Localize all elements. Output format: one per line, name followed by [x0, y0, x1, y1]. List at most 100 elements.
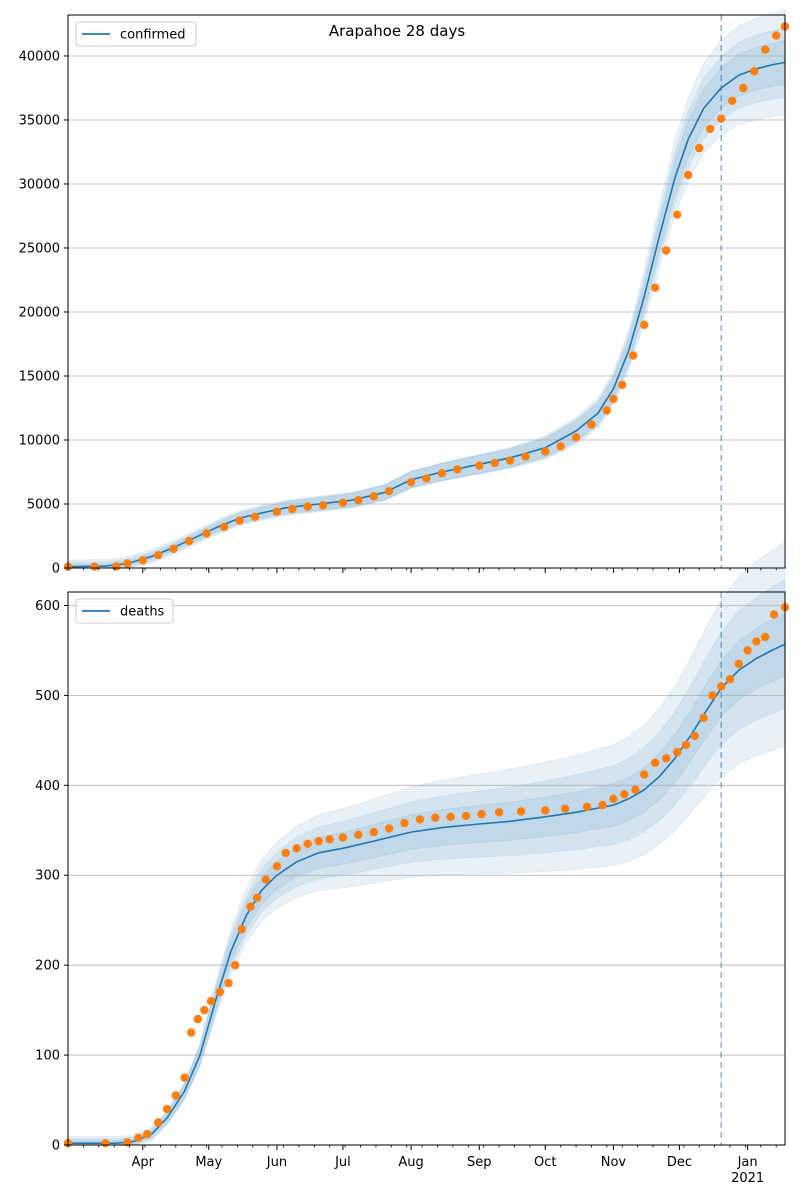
- observed-point: [252, 893, 262, 902]
- confirmed-panel: 0 5000 10000 15000 20000 25000 30000 35000 40000…: [19, 8, 790, 577]
- observed-point: [699, 713, 708, 723]
- x-tick-label: Jun: [266, 1155, 287, 1170]
- observed-point: [725, 675, 735, 684]
- observed-point: [695, 143, 704, 153]
- observed-point: [400, 818, 409, 828]
- observed-point: [369, 827, 378, 837]
- observed-point: [772, 31, 781, 40]
- confirmed-legend-box: [75, 21, 197, 47]
- deaths-plot-frame: [67, 591, 786, 1146]
- observed-point: [461, 811, 471, 821]
- observed-point: [384, 824, 394, 833]
- observed-point: [717, 114, 726, 123]
- confirmed-x-ticks: [67, 568, 777, 573]
- observed-point: [288, 504, 297, 514]
- confirmed-plot-frame: [67, 14, 786, 569]
- observed-point: [541, 447, 550, 456]
- x-tick-label: Nov: [601, 1155, 627, 1170]
- observed-point: [143, 1130, 152, 1139]
- observed-point: [354, 496, 363, 505]
- observed-point: [237, 925, 246, 934]
- observed-point: [708, 691, 717, 700]
- observed-point: [560, 804, 570, 813]
- y-tick-label: 100: [35, 1049, 60, 1064]
- x-tick-label: Jan: [737, 1155, 758, 1170]
- observed-point: [123, 559, 132, 568]
- confirmed-y-ticks: 0 5000 10000 15000 20000 25000 30000 35000 40000: [19, 49, 68, 577]
- observed-point: [684, 170, 693, 180]
- observed-point: [303, 502, 312, 511]
- y-tick-label: 35000: [19, 113, 60, 128]
- observed-point: [171, 1091, 180, 1100]
- observed-point: [541, 806, 550, 815]
- deaths-observed-points: [63, 603, 790, 1148]
- observed-point: [154, 1118, 163, 1127]
- observed-point: [728, 96, 737, 106]
- observed-point: [516, 807, 526, 816]
- observed-point: [422, 474, 431, 483]
- observed-point: [494, 808, 504, 817]
- observed-point: [112, 562, 121, 571]
- observed-point: [673, 210, 682, 219]
- observed-point: [272, 862, 282, 871]
- observed-point: [384, 487, 394, 496]
- chart-title: Arapahoe 28 days: [329, 22, 465, 40]
- observed-point: [620, 790, 629, 799]
- y-tick-label: 400: [35, 779, 60, 794]
- y-tick-label: 20000: [19, 305, 60, 320]
- observed-point: [202, 529, 211, 538]
- x-tick-label: May: [195, 1155, 222, 1170]
- confirmed-legend: confirmed: [75, 21, 197, 47]
- observed-point: [609, 794, 618, 803]
- deaths-legend-label: deaths: [120, 605, 165, 620]
- y-tick-label: 300: [35, 869, 60, 884]
- y-tick-label: 25000: [19, 241, 60, 256]
- observed-point: [662, 754, 671, 763]
- deaths-panel: 0 100 200 300 400 500 600 Apr May Jun Jul Aug Sep Oc…: [35, 540, 790, 1186]
- observed-point: [505, 456, 515, 465]
- observed-point: [90, 562, 99, 571]
- y-tick-label: 0: [52, 562, 60, 577]
- observed-point: [180, 1073, 189, 1082]
- observed-point: [415, 815, 425, 824]
- observed-point: [206, 996, 216, 1006]
- observed-point: [231, 961, 240, 970]
- observed-point: [187, 1028, 196, 1037]
- observed-point: [272, 507, 282, 516]
- observed-point: [184, 536, 194, 546]
- observed-point: [200, 1005, 209, 1015]
- deaths-legend-box: [75, 598, 174, 624]
- observed-point: [750, 67, 759, 76]
- x-tick-label: Apr: [132, 1155, 155, 1170]
- observed-point: [521, 452, 530, 461]
- observed-point: [651, 283, 660, 292]
- y-tick-label: 30000: [19, 177, 60, 192]
- observed-point: [609, 394, 618, 404]
- observed-point: [292, 844, 301, 853]
- observed-point: [571, 433, 581, 442]
- y-tick-label: 40000: [19, 49, 60, 64]
- confirmed-legend-label: confirmed: [120, 28, 186, 43]
- observed-point: [437, 469, 447, 478]
- observed-point: [490, 458, 499, 468]
- observed-point: [739, 83, 748, 93]
- observed-point: [662, 246, 671, 255]
- observed-point: [651, 758, 660, 767]
- observed-point: [281, 848, 290, 857]
- observed-point: [169, 544, 178, 553]
- observed-point: [338, 833, 348, 842]
- observed-point: [325, 835, 334, 844]
- observed-point: [134, 1133, 143, 1143]
- observed-point: [743, 646, 752, 655]
- y-tick-label: 0: [52, 1139, 60, 1154]
- observed-point: [690, 731, 699, 741]
- observed-point: [318, 501, 328, 510]
- observed-point: [193, 1014, 202, 1024]
- observed-point: [235, 516, 244, 525]
- x-tick-label: Oct: [534, 1155, 556, 1170]
- x-tick-label: Aug: [398, 1155, 423, 1170]
- y-tick-label: 15000: [19, 369, 60, 384]
- observed-point: [369, 492, 378, 501]
